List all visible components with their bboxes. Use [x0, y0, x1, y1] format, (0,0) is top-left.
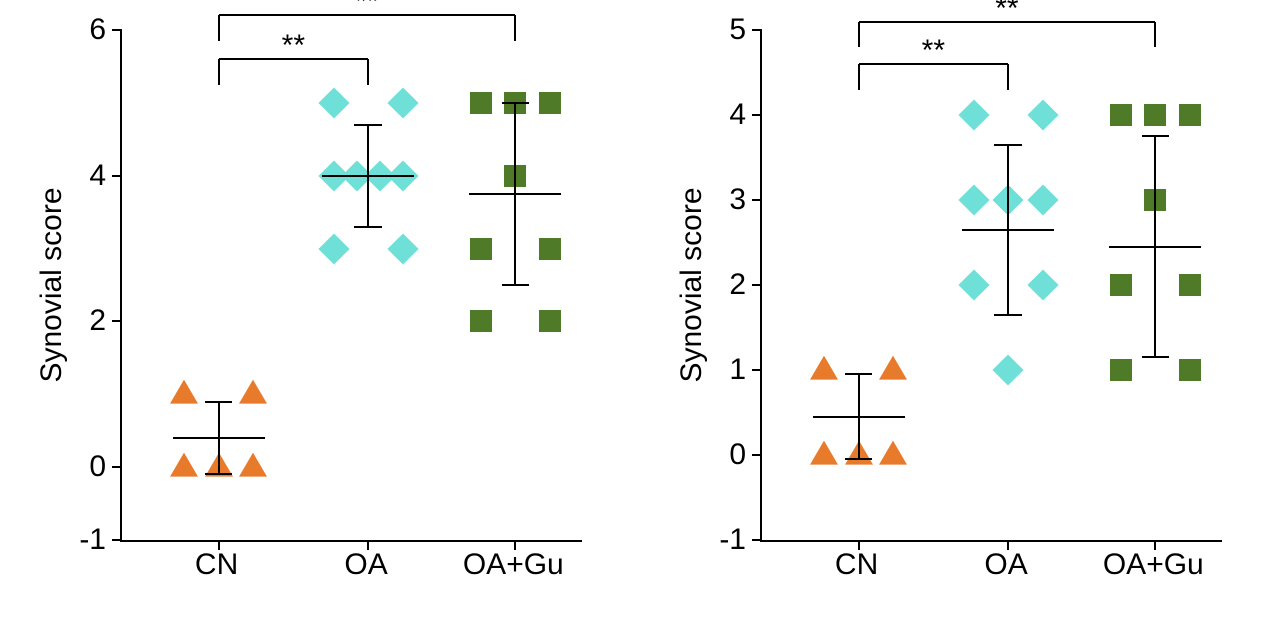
- mean-line: [1109, 246, 1201, 248]
- panel-right: ****Synovial score-1012345CNOAOA+Gu: [760, 30, 1220, 540]
- data-point-OAGu: [1110, 359, 1132, 381]
- data-point-OA: [993, 354, 1024, 385]
- x-tick-label: OA: [344, 548, 387, 582]
- sig-bracket-drop: [858, 64, 860, 90]
- error-cap: [205, 473, 233, 475]
- sig-label: **: [995, 0, 1018, 26]
- x-tick-label: CN: [835, 548, 878, 582]
- data-point-OA: [1027, 99, 1058, 130]
- y-tick-label: 2: [729, 268, 760, 302]
- y-tick-label: 0: [89, 450, 120, 484]
- error-cap: [1142, 135, 1170, 137]
- plot-area: ****: [120, 30, 582, 542]
- sig-label: **: [282, 29, 305, 63]
- data-point-OAGu: [1110, 274, 1132, 296]
- error-cap: [205, 401, 233, 403]
- error-cap: [845, 373, 873, 375]
- data-point-OA: [387, 87, 418, 118]
- data-point-OA: [318, 233, 349, 264]
- mean-line: [173, 437, 265, 439]
- error-cap: [354, 226, 382, 228]
- y-axis-label: Synovial score: [675, 187, 709, 382]
- y-tick-label: 1: [729, 353, 760, 387]
- data-point-OA: [958, 269, 989, 300]
- sig-bracket-drop: [218, 59, 220, 85]
- data-point-OAGu: [539, 238, 561, 260]
- data-point-OAGu: [539, 310, 561, 332]
- mean-line: [962, 229, 1054, 231]
- data-point-CN: [810, 441, 838, 465]
- data-point-OAGu: [1179, 359, 1201, 381]
- y-tick-label: 2: [89, 304, 120, 338]
- data-point-CN: [170, 380, 198, 404]
- error-cap: [845, 458, 873, 460]
- error-cap: [502, 284, 530, 286]
- data-point-OA: [387, 233, 418, 264]
- data-point-CN: [879, 441, 907, 465]
- data-point-OAGu: [1179, 274, 1201, 296]
- mean-line: [322, 175, 414, 177]
- sig-bracket-drop: [1007, 64, 1009, 90]
- y-tick-label: 4: [729, 98, 760, 132]
- y-axis-label: Synovial score: [35, 187, 69, 382]
- error-cap: [994, 314, 1022, 316]
- mean-line: [813, 416, 905, 418]
- error-cap: [502, 102, 530, 104]
- y-tick-label: 6: [89, 13, 120, 47]
- y-tick-label: 4: [89, 159, 120, 193]
- y-tick-label: 5: [729, 13, 760, 47]
- sig-bracket-drop: [218, 15, 220, 41]
- sig-bracket-drop: [367, 59, 369, 85]
- sig-bracket-drop: [1154, 22, 1156, 48]
- x-tick-label: CN: [195, 548, 238, 582]
- error-cap: [354, 124, 382, 126]
- x-tick-label: OA+Gu: [1103, 548, 1204, 582]
- data-point-CN: [170, 453, 198, 477]
- error-cap: [1142, 356, 1170, 358]
- data-point-CN: [810, 356, 838, 380]
- y-tick-label: -1: [79, 523, 120, 557]
- data-point-OAGu: [1179, 104, 1201, 126]
- sig-label: **: [355, 0, 378, 19]
- figure: ****Synovial score-10246CNOAOA+Gu****Syn…: [0, 0, 1280, 627]
- data-point-OA: [958, 99, 989, 130]
- data-point-OAGu: [470, 310, 492, 332]
- data-point-OAGu: [1110, 104, 1132, 126]
- y-tick-label: 0: [729, 438, 760, 472]
- data-point-OAGu: [1144, 104, 1166, 126]
- panel-left: ****Synovial score-10246CNOAOA+Gu: [120, 30, 580, 540]
- sig-bracket-drop: [858, 22, 860, 48]
- sig-label: **: [922, 34, 945, 68]
- plot-area: ****: [760, 30, 1222, 542]
- data-point-OAGu: [470, 238, 492, 260]
- sig-bracket-drop: [514, 15, 516, 41]
- x-tick-label: OA: [984, 548, 1027, 582]
- mean-line: [469, 193, 561, 195]
- y-tick-label: 3: [729, 183, 760, 217]
- error-cap: [994, 144, 1022, 146]
- data-point-OA: [318, 87, 349, 118]
- data-point-OAGu: [539, 92, 561, 114]
- data-point-OA: [1027, 184, 1058, 215]
- x-tick-label: OA+Gu: [463, 548, 564, 582]
- y-tick-label: -1: [719, 523, 760, 557]
- data-point-OAGu: [470, 92, 492, 114]
- data-point-OA: [1027, 269, 1058, 300]
- data-point-CN: [239, 453, 267, 477]
- data-point-OA: [958, 184, 989, 215]
- data-point-CN: [879, 356, 907, 380]
- data-point-CN: [239, 380, 267, 404]
